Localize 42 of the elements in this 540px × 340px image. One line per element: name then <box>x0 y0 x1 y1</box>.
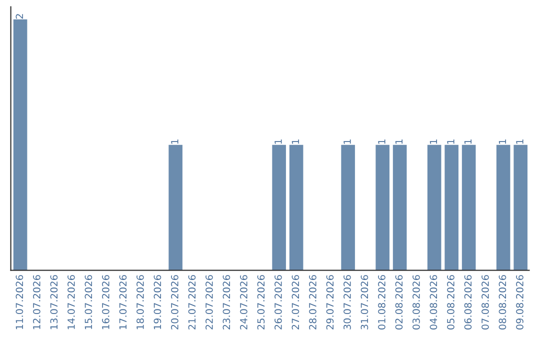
x-tick-label: 31.07.2026 <box>360 275 368 330</box>
x-tick-label: 19.07.2026 <box>154 275 162 330</box>
x-tick-label: 28.07.2026 <box>309 275 316 330</box>
x-tick-label: 26.07.2026 <box>274 275 282 330</box>
x-tick-label: 11.07.2026 <box>16 275 24 330</box>
x-tick-label: 06.08.2026 <box>464 275 472 330</box>
data-label: 1 <box>447 140 454 144</box>
x-tick-label: 29.07.2026 <box>326 275 334 330</box>
x-tick-label: 01.08.2026 <box>378 275 386 330</box>
x-tick-label: 23.07.2026 <box>222 275 230 330</box>
data-label: 1 <box>430 140 437 144</box>
x-tick-label: 18.07.2026 <box>136 275 144 330</box>
x-tick-label: 24.07.2026 <box>240 275 248 330</box>
data-label: 1 <box>395 140 402 144</box>
x-tick-label: 13.07.2026 <box>50 275 58 330</box>
x-tick-label: 25.07.2026 <box>257 275 265 330</box>
x-tick-label: 21.07.2026 <box>188 275 196 330</box>
data-label: 2 <box>16 14 23 19</box>
data-label: 1 <box>171 140 178 144</box>
x-tick-label: 08.08.2026 <box>498 275 506 330</box>
x-tick-label: 16.07.2026 <box>102 275 110 330</box>
x-tick-label: 07.08.2026 <box>482 275 489 330</box>
data-label: 1 <box>498 140 506 144</box>
data-label: 1 <box>516 140 524 144</box>
data-label: 1 <box>378 140 386 144</box>
x-tick-label: 15.07.2026 <box>84 275 92 330</box>
data-label: 1 <box>292 140 299 144</box>
data-label: 1 <box>464 140 472 144</box>
x-tick-label: 30.07.2026 <box>344 275 351 330</box>
x-tick-label: 17.07.2026 <box>119 275 127 330</box>
x-tick-label: 14.07.2026 <box>68 275 75 330</box>
x-tick-label: 27.07.2026 <box>292 275 300 330</box>
x-tick-label: 04.08.2026 <box>430 275 438 330</box>
x-tick-label: 02.08.2026 <box>395 275 403 330</box>
x-tick-label: 20.07.2026 <box>171 275 178 330</box>
x-tick-label: 22.07.2026 <box>206 275 213 330</box>
x-tick-label: 03.08.2026 <box>412 275 420 330</box>
x-tick-label: 05.08.2026 <box>447 275 454 330</box>
data-label: 1 <box>274 140 282 144</box>
data-label: 1 <box>344 140 351 144</box>
x-tick-label: 09.08.2026 <box>516 275 524 330</box>
x-tick-label: 12.07.2026 <box>33 275 40 330</box>
